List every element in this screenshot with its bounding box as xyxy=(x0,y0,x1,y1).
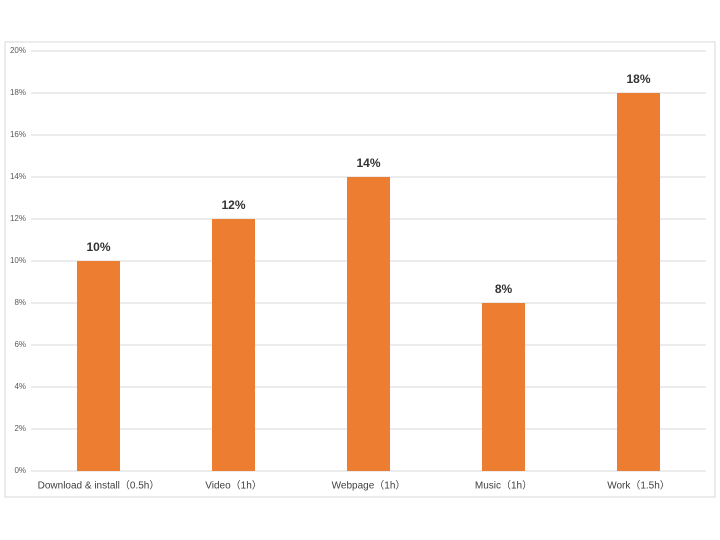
y-tick-label: 6% xyxy=(14,340,26,349)
x-tick-label: Music（1h） xyxy=(475,480,532,492)
x-tick-label: Video（1h） xyxy=(205,480,262,492)
value-label: 12% xyxy=(221,198,245,212)
x-tick-label: Work（1.5h） xyxy=(607,480,670,492)
value-label: 18% xyxy=(626,72,650,86)
value-label: 14% xyxy=(356,156,380,170)
y-tick-label: 20% xyxy=(10,46,26,55)
y-tick-label: 8% xyxy=(14,298,26,307)
bar xyxy=(617,93,660,471)
y-tick-label: 2% xyxy=(14,424,26,433)
y-tick-label: 10% xyxy=(10,256,26,265)
bar xyxy=(482,303,525,471)
y-tick-label: 0% xyxy=(14,466,26,475)
y-tick-label: 18% xyxy=(10,88,26,97)
y-tick-label: 12% xyxy=(10,214,26,223)
x-tick-label: Download & install（0.5h） xyxy=(38,480,160,492)
bar xyxy=(77,261,120,471)
value-label: 8% xyxy=(495,282,513,296)
value-label: 10% xyxy=(86,240,110,254)
bar xyxy=(212,219,255,471)
y-tick-label: 4% xyxy=(14,382,26,391)
bar xyxy=(347,177,390,471)
y-tick-label: 16% xyxy=(10,130,26,139)
y-tick-label: 14% xyxy=(10,172,26,181)
x-tick-label: Webpage（1h） xyxy=(332,480,406,492)
